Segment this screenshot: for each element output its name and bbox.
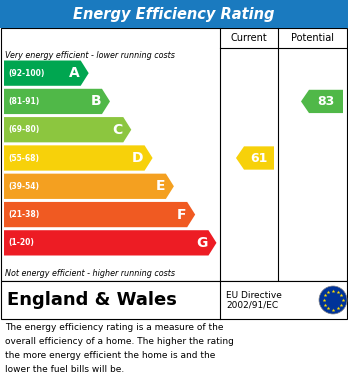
Polygon shape (4, 202, 195, 227)
Text: C: C (112, 123, 122, 137)
Text: (39-54): (39-54) (8, 182, 39, 191)
Text: EU Directive: EU Directive (226, 291, 282, 300)
Text: overall efficiency of a home. The higher the rating: overall efficiency of a home. The higher… (5, 337, 234, 346)
Polygon shape (4, 89, 110, 114)
Text: Energy Efficiency Rating: Energy Efficiency Rating (73, 7, 275, 22)
Polygon shape (4, 61, 89, 86)
Polygon shape (236, 146, 274, 170)
Text: A: A (69, 66, 80, 80)
Bar (1, 28, 347, 281)
Text: 61: 61 (250, 151, 268, 165)
Text: The energy efficiency rating is a measure of the: The energy efficiency rating is a measur… (5, 323, 223, 332)
Polygon shape (4, 117, 131, 142)
Bar (1, 281, 347, 319)
Circle shape (319, 286, 347, 314)
Text: Very energy efficient - lower running costs: Very energy efficient - lower running co… (5, 51, 175, 60)
Text: 2002/91/EC: 2002/91/EC (226, 301, 278, 310)
Polygon shape (4, 174, 174, 199)
Text: F: F (177, 208, 186, 222)
Text: (69-80): (69-80) (8, 125, 39, 134)
Text: England & Wales: England & Wales (7, 291, 177, 309)
Text: (55-68): (55-68) (8, 154, 39, 163)
Polygon shape (301, 90, 343, 113)
Text: E: E (155, 179, 165, 193)
Text: (92-100): (92-100) (8, 69, 45, 78)
Text: the more energy efficient the home is and the: the more energy efficient the home is an… (5, 351, 215, 360)
Text: lower the fuel bills will be.: lower the fuel bills will be. (5, 365, 124, 374)
Text: B: B (90, 95, 101, 108)
Polygon shape (4, 145, 152, 170)
Polygon shape (4, 230, 216, 255)
Bar (0, 0, 348, 28)
Text: (21-38): (21-38) (8, 210, 39, 219)
Text: G: G (196, 236, 207, 250)
Text: Not energy efficient - higher running costs: Not energy efficient - higher running co… (5, 269, 175, 278)
Text: Current: Current (231, 33, 267, 43)
Text: (1-20): (1-20) (8, 239, 34, 248)
Text: D: D (132, 151, 144, 165)
Text: Potential: Potential (291, 33, 334, 43)
Text: (81-91): (81-91) (8, 97, 39, 106)
Text: 83: 83 (317, 95, 335, 108)
